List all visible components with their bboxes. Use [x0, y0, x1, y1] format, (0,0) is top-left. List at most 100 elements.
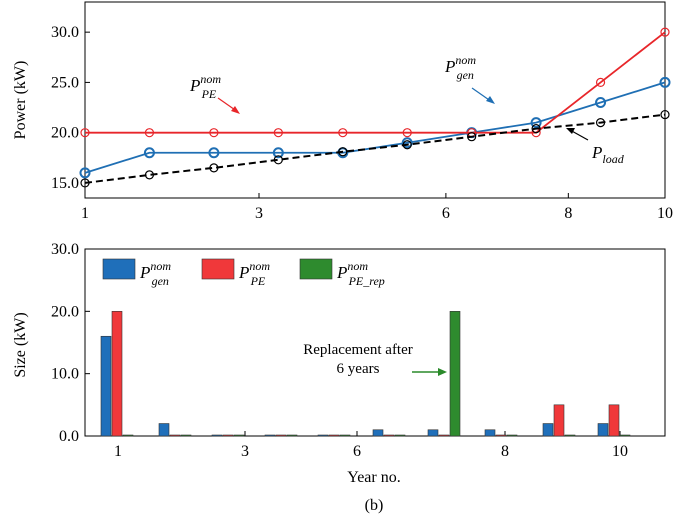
- series-point-gen: [530, 117, 542, 129]
- bar-rep: [233, 434, 245, 437]
- bar-pe: [383, 434, 395, 437]
- legend-label-rep-symbol: P: [336, 263, 347, 282]
- size-y-tick-label: 0.0: [59, 428, 79, 445]
- bar-gen: [372, 429, 384, 437]
- size-y-tick-label: 20.0: [51, 303, 79, 320]
- series-point-pe: [80, 128, 90, 138]
- size-annotations: Replacement after 6 years: [303, 342, 447, 377]
- bar-rep: [564, 434, 576, 437]
- series-point-load: [338, 147, 348, 157]
- load-label-symbol: P: [591, 143, 602, 162]
- series-point-gen: [401, 137, 413, 149]
- size-x-tick-label: 1: [114, 443, 122, 460]
- bar-gen: [597, 423, 609, 437]
- size-x-tick-label: 3: [241, 443, 249, 460]
- figure-caption: (b): [365, 497, 384, 514]
- gen-label: Pnom gen: [444, 53, 476, 82]
- series-point-load: [209, 163, 219, 173]
- replacement-arrowhead: [438, 368, 447, 376]
- series-point-load: [467, 132, 477, 142]
- series-point-gen: [659, 76, 671, 88]
- gen-label-subscript: gen: [457, 68, 474, 82]
- gen-arrowhead: [486, 96, 495, 104]
- bar-rep: [286, 434, 298, 437]
- replacement-label-line1: Replacement after: [303, 342, 413, 358]
- legend-swatch-rep: [299, 258, 333, 280]
- series-point-gen: [595, 97, 607, 109]
- pe-arrowhead: [231, 106, 240, 114]
- legend-label-pe-subscript: PE: [250, 274, 266, 288]
- bar-gen: [100, 335, 112, 437]
- size-x-axis-label: Year no.: [347, 469, 400, 486]
- bar-pe: [222, 434, 234, 437]
- bar-gen: [542, 423, 554, 437]
- pe-label-superscript: nom: [200, 72, 221, 86]
- bar-gen: [427, 429, 439, 437]
- load-label: Pload: [591, 143, 625, 166]
- size-bars: [100, 311, 631, 437]
- legend-label-pe-symbol: P: [238, 263, 249, 282]
- size-y-tick-label: 10.0: [51, 366, 79, 383]
- legend-label-rep-subscript: PE_rep: [348, 274, 385, 288]
- legend-label-rep: Pnom PE_rep: [336, 259, 385, 288]
- legend-label-gen: Pnom gen: [139, 259, 171, 288]
- series-point-gen: [143, 147, 155, 159]
- size-x-tick-label: 8: [501, 443, 509, 460]
- bar-rep: [180, 434, 192, 437]
- series-point-pe: [338, 128, 348, 138]
- legend-swatch-pe: [201, 258, 235, 280]
- legend-label-gen-symbol: P: [139, 263, 150, 282]
- bar-rep: [619, 434, 631, 437]
- bar-gen: [158, 423, 170, 437]
- legend-swatch-gen: [102, 258, 136, 280]
- legend-label-pe: Pnom PE: [238, 259, 270, 288]
- series-point-load: [660, 109, 670, 120]
- bar-pe: [608, 404, 620, 437]
- bar-pe: [111, 311, 123, 437]
- bar-rep: [394, 434, 406, 437]
- bar-pe: [438, 434, 450, 437]
- series-point-pe: [144, 128, 155, 138]
- bar-gen: [211, 434, 223, 437]
- bar-pe: [275, 434, 287, 437]
- power-lines: [79, 27, 671, 188]
- bar-gen: [484, 429, 496, 437]
- power-y-tick-label: 15.0: [51, 175, 79, 192]
- size-y-tick-label: 30.0: [51, 241, 79, 258]
- gen-label-superscript: nom: [455, 53, 476, 67]
- pe-label-subscript: PE: [201, 87, 217, 101]
- bar-pe: [328, 434, 340, 437]
- bar-rep: [449, 311, 461, 437]
- size-chart: Size (kW) Year no. 1 3 6 8 10 0.0 10.0 20.0 30.0…: [12, 241, 666, 486]
- replacement-label-line2: 6 years: [337, 361, 380, 377]
- power-x-tick-label: 6: [442, 205, 450, 222]
- power-x-tick-label: 10: [657, 205, 673, 222]
- size-x-tick-label: 10: [612, 443, 628, 460]
- series-point-load: [402, 140, 412, 150]
- series-point-load: [144, 170, 155, 180]
- size-ticks: 1 3 6 8 10 0.0 10.0 20.0 30.0: [51, 241, 628, 460]
- series-point-pe: [209, 128, 219, 138]
- series-point-pe: [402, 128, 412, 138]
- bar-pe: [169, 434, 181, 437]
- power-chart-frame: [84, 1, 666, 199]
- series-point-load: [80, 178, 90, 188]
- series-point-gen: [272, 147, 284, 159]
- series-point-load: [595, 118, 606, 128]
- series-point-load: [273, 155, 283, 165]
- bar-pe: [553, 404, 565, 437]
- series-point-gen: [79, 167, 91, 179]
- bar-gen: [264, 434, 276, 437]
- power-x-tick-label: 8: [564, 205, 572, 222]
- power-y-axis-label: Power (kW): [12, 61, 29, 140]
- series-point-load: [531, 124, 541, 134]
- series-point-pe: [595, 77, 606, 88]
- bar-gen: [317, 434, 329, 437]
- size-y-axis-label: Size (kW): [12, 312, 29, 377]
- size-legend: Pnom gen Pnom PE Pnom PE_rep: [102, 258, 385, 288]
- pe-label: Pnom PE: [189, 72, 221, 101]
- bar-rep: [122, 434, 134, 437]
